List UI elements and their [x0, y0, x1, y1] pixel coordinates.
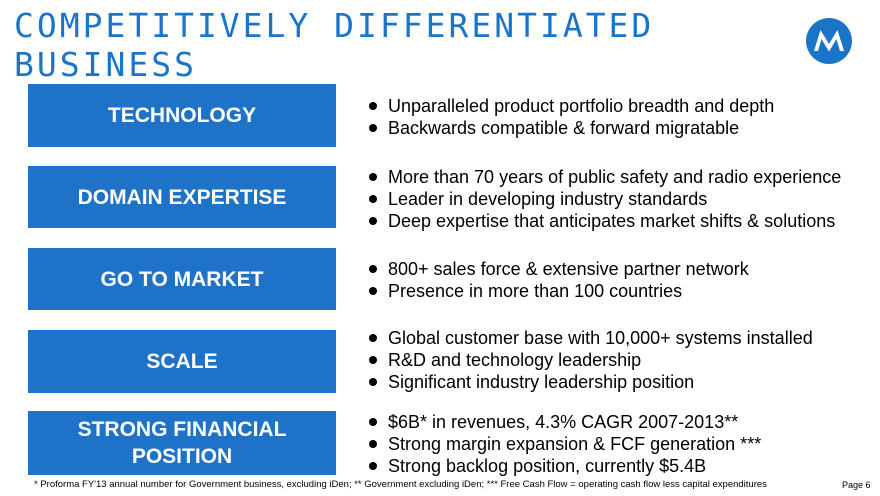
bullet-text: 800+ sales force & extensive partner net…: [388, 259, 749, 279]
bullet-item: 800+ sales force & extensive partner net…: [368, 258, 749, 280]
category-box-strong-financial-position: STRONG FINANCIAL POSITION: [28, 411, 336, 475]
bullet-item: Global customer base with 10,000+ system…: [368, 327, 813, 349]
category-box-domain-expertise: DOMAIN EXPERTISE: [28, 166, 336, 228]
bullet-text: $6B* in revenues, 4.3% CAGR 2007-2013**: [388, 412, 739, 432]
bullet-text: More than 70 years of public safety and …: [388, 167, 842, 187]
footnote: * Proforma FY'13 annual number for Gover…: [34, 479, 767, 490]
category-box-scale: SCALE: [28, 330, 336, 393]
bullet-text: Leader in developing industry standards: [388, 189, 708, 209]
bullet-list-scale: Global customer base with 10,000+ system…: [368, 327, 813, 393]
bullet-item: Leader in developing industry standards: [368, 188, 841, 210]
category-label: SCALE: [146, 350, 218, 373]
bullet-list-go-to-market: 800+ sales force & extensive partner net…: [368, 258, 749, 302]
category-label: TECHNOLOGY: [107, 104, 257, 127]
bullet-list-technology: Unparalleled product portfolio breadth a…: [368, 95, 774, 139]
category-box-technology: TECHNOLOGY: [28, 84, 336, 147]
bullet-list-strong-financial-position: $6B* in revenues, 4.3% CAGR 2007-2013** …: [368, 411, 761, 477]
bullet-text: Unparalleled product portfolio breadth a…: [388, 96, 775, 116]
bullet-item: Strong backlog position, currently $5.4B: [368, 455, 761, 477]
category-label: GO TO MARKET: [100, 267, 264, 291]
bullet-dot-icon: [369, 440, 377, 448]
bullet-dot-icon: [369, 378, 377, 386]
bullet-item: Presence in more than 100 countries: [368, 280, 749, 302]
bullet-text: Strong margin expansion & FCF generation…: [388, 434, 762, 454]
bullet-text: Significant industry leadership position: [388, 372, 695, 392]
bullet-dot-icon: [369, 418, 377, 426]
category-label: STRONG FINANCIAL POSITION: [77, 418, 287, 468]
bullet-dot-icon: [369, 124, 377, 132]
category-box-go-to-market: GO TO MARKET: [28, 248, 336, 310]
bullet-text: Presence in more than 100 countries: [388, 281, 683, 301]
bullet-dot-icon: [369, 356, 377, 364]
motorola-logo-icon: [806, 18, 852, 64]
bullet-text: Global customer base with 10,000+ system…: [388, 328, 813, 348]
bullet-item: $6B* in revenues, 4.3% CAGR 2007-2013**: [368, 411, 761, 433]
bullet-dot-icon: [369, 462, 377, 470]
bullet-text: Backwards compatible & forward migratabl…: [388, 118, 740, 138]
bullet-dot-icon: [369, 173, 377, 181]
bullet-item: More than 70 years of public safety and …: [368, 166, 841, 188]
bullet-dot-icon: [369, 265, 377, 273]
bullet-dot-icon: [369, 195, 377, 203]
bullet-dot-icon: [369, 217, 377, 225]
category-label: DOMAIN EXPERTISE: [77, 185, 287, 209]
bullet-item: Significant industry leadership position: [368, 371, 813, 393]
bullet-item: Unparalleled product portfolio breadth a…: [368, 95, 774, 117]
bullet-item: Backwards compatible & forward migratabl…: [368, 117, 774, 139]
bullet-list-domain-expertise: More than 70 years of public safety and …: [368, 166, 841, 232]
page-number: Page 6: [842, 480, 871, 490]
bullet-dot-icon: [369, 102, 377, 110]
bullet-item: Deep expertise that anticipates market s…: [368, 210, 841, 232]
slide-title: COMPETITIVELY DIFFERENTIATED BUSINESS: [14, 6, 655, 84]
bullet-dot-icon: [369, 334, 377, 342]
bullet-text: R&D and technology leadership: [388, 350, 642, 370]
bullet-item: Strong margin expansion & FCF generation…: [368, 433, 761, 455]
bullet-text: Deep expertise that anticipates market s…: [388, 211, 836, 231]
bullet-item: R&D and technology leadership: [368, 349, 813, 371]
bullet-dot-icon: [369, 287, 377, 295]
bullet-text: Strong backlog position, currently $5.4B: [388, 456, 707, 476]
